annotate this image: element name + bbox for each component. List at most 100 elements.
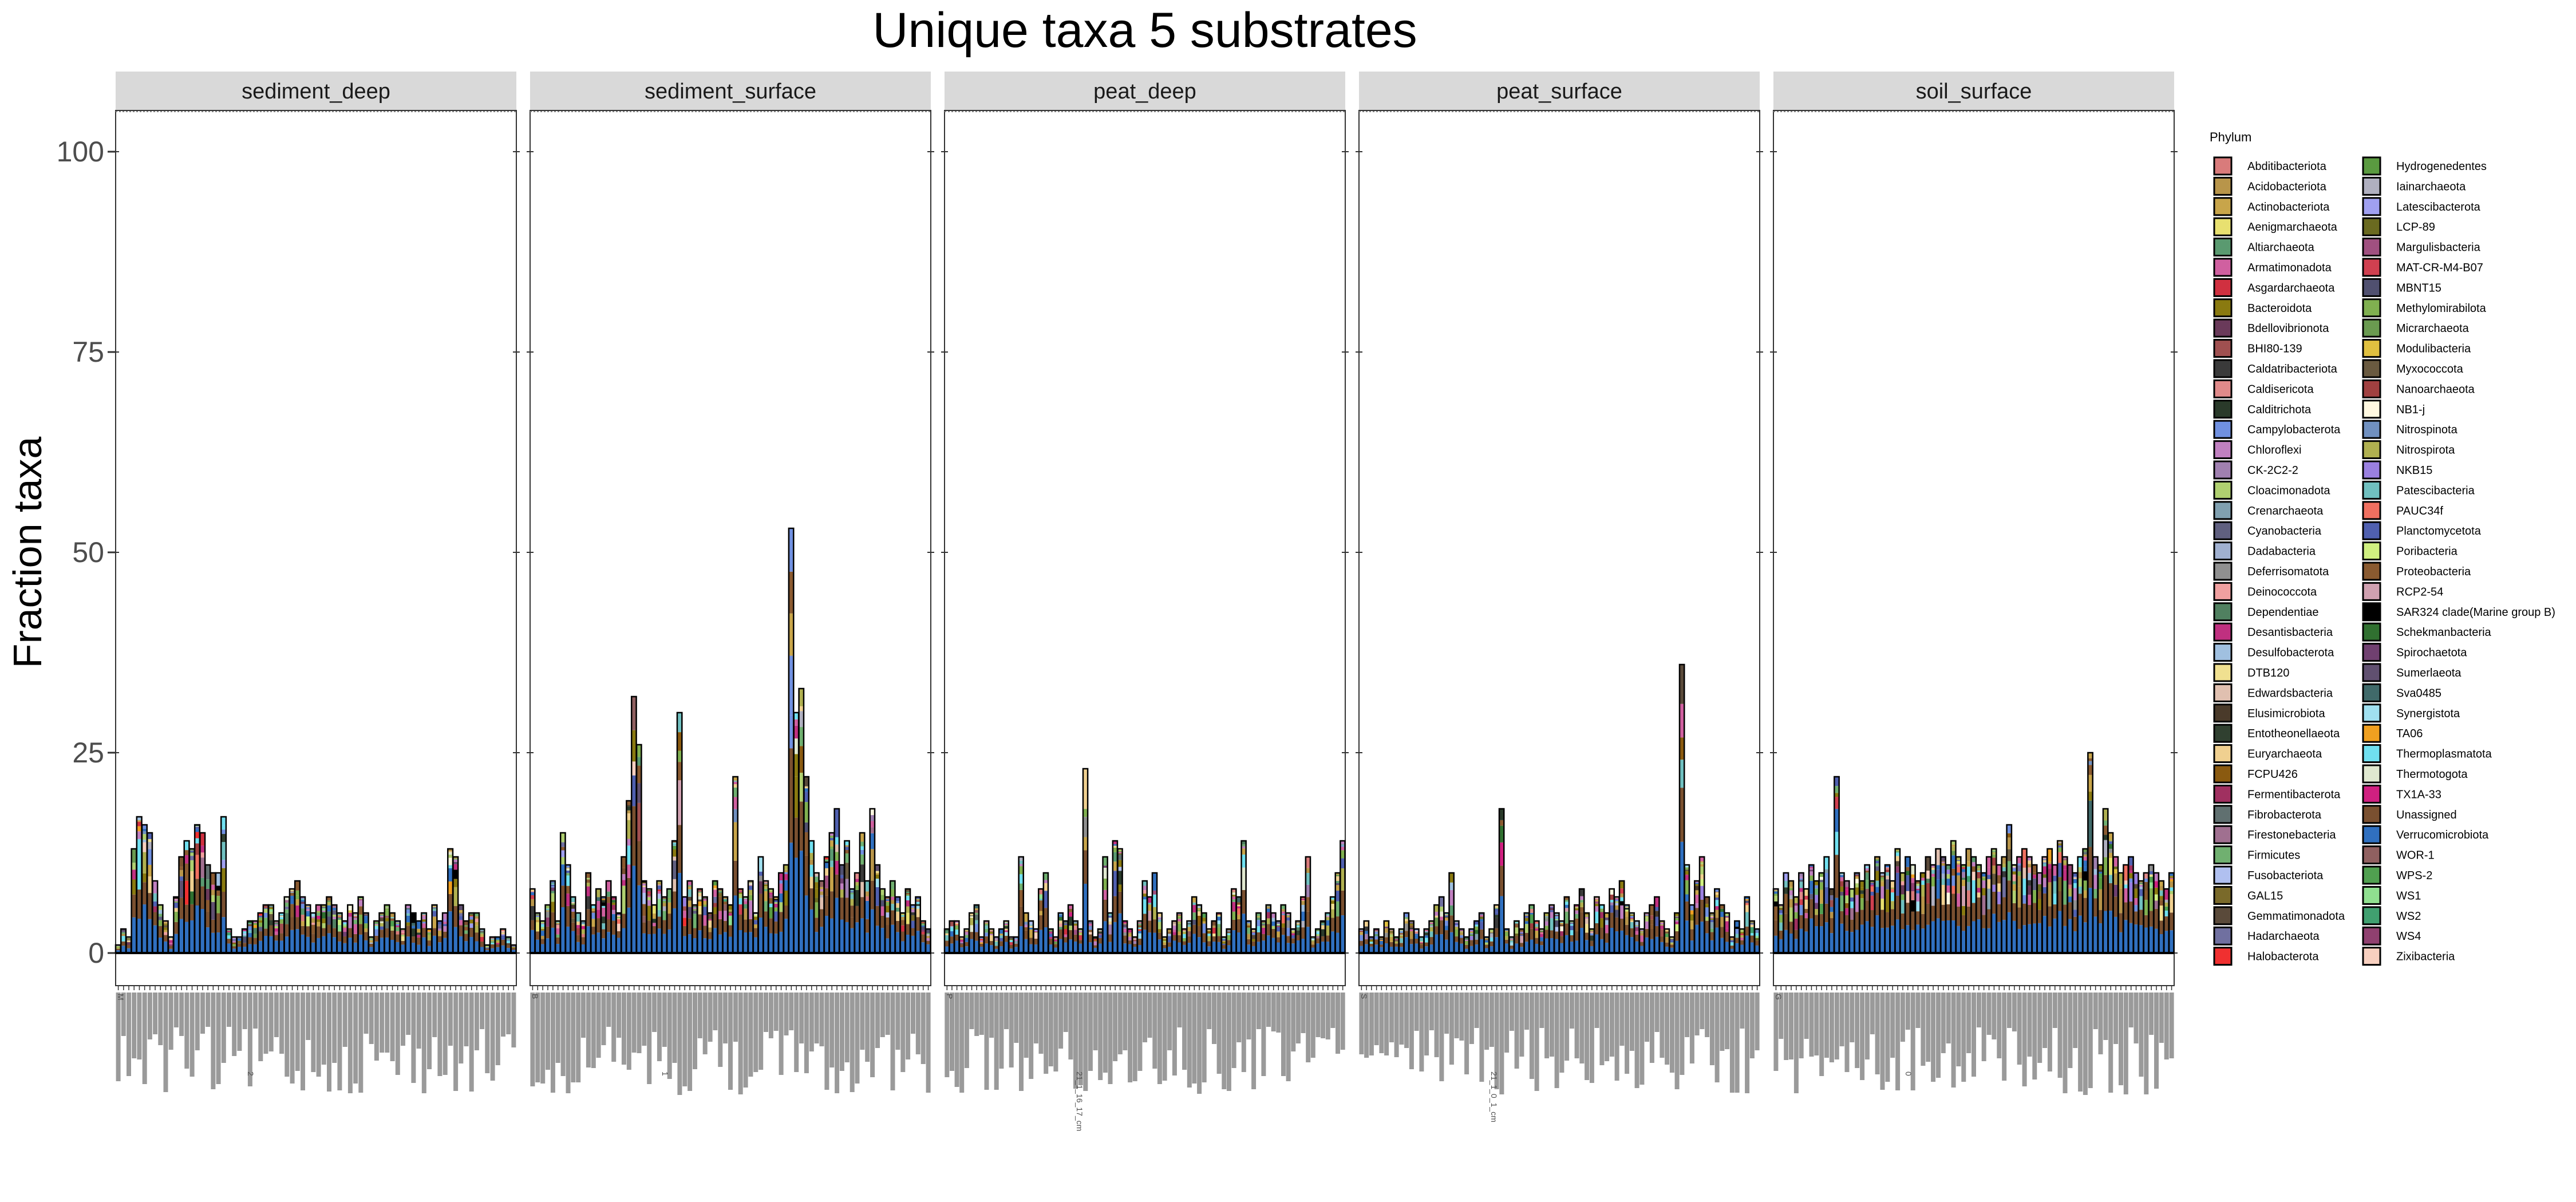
sample-label-glyphs <box>1689 993 1694 1063</box>
bar-segment-Actinobacteriota <box>667 902 672 914</box>
bar-segment-Chloroflexi <box>743 900 748 902</box>
sample-label-glyphs <box>824 993 829 1090</box>
sample-label-glyphs <box>358 993 364 1093</box>
sample-label-glyphs <box>728 993 733 1090</box>
bar-segment-Verrucomicrobiota <box>1809 918 1814 953</box>
bar-segment-Dadabacteria <box>1429 925 1434 927</box>
bar-segment-Unassigned <box>1514 935 1519 944</box>
bar-segment-Proteobacteria <box>560 847 566 851</box>
bar-segment-Patescibacteria <box>999 935 1004 938</box>
bar-segment-Chloroflexi <box>1941 861 1946 863</box>
bar-segment-Methylomirabilota <box>1177 923 1182 932</box>
bar-segment-Unassigned <box>1073 934 1078 942</box>
bar-segment-Verrucomicrobiota <box>596 932 601 953</box>
bar-segment-Armatimonadota <box>651 923 657 927</box>
bar-segment-Hydrogenedentes <box>1569 922 1574 923</box>
sample-label-glyphs <box>211 993 216 1089</box>
bar-segment-Patescibacteria <box>1884 872 1890 876</box>
bar-segment-Bacteroidota <box>611 902 617 905</box>
bar-segment-Verrucomicrobiota <box>1788 933 1793 953</box>
legend-swatch-Firmicutes <box>2213 845 2233 865</box>
bar-segment-Schekmanbacteria <box>1058 916 1063 921</box>
bar-segment-Verrucomicrobiota <box>1127 944 1132 953</box>
bar-segment-Patescibacteria <box>1509 940 1514 943</box>
bar-segment-Nitrospirota <box>1920 884 1926 897</box>
sample-label-glyphs <box>1971 993 1976 1077</box>
bar-segment-Verrucomicrobiota <box>1172 940 1177 953</box>
bar-segment-Unassigned <box>374 935 380 942</box>
bar-segment-Unassigned <box>1614 917 1619 932</box>
bar-segment-Verrucomicrobiota <box>236 939 242 941</box>
bar-segment-Unassigned <box>1216 936 1222 942</box>
bar-segment-Verrucomicrobiota <box>1684 894 1689 902</box>
bar-segment-Campylobacterota <box>469 917 474 920</box>
bar-segment-Euryarchaeota <box>1301 900 1306 902</box>
bar-segment-Verrucomicrobiota <box>1404 937 1409 953</box>
bar-segment-Verrucomicrobiota <box>1108 942 1113 953</box>
legend-label: Calditrichota <box>2247 404 2312 416</box>
bar-segment-Actinobacteriota <box>163 930 168 932</box>
bar-segment-Verrucomicrobiota <box>1384 943 1389 953</box>
bar-segment-Cloacimonadota <box>374 924 380 926</box>
bar-segment-Armatimonadota <box>793 719 799 726</box>
bar-segment-Unassigned <box>1394 943 1399 947</box>
bar-segment-BHI80-139 <box>949 921 954 927</box>
bar-segment-Planctomycetota <box>1221 939 1227 941</box>
bar-segment-TA06 <box>252 925 258 928</box>
sample-label-glyphs <box>401 993 405 1046</box>
bar-segment-Euryarchaeota <box>1082 802 1088 809</box>
sample-label-glyphs <box>1464 993 1469 1074</box>
bar-segment-Nitrospirota <box>1544 913 1549 917</box>
bar-segment-Verrucomicrobiota <box>1399 947 1404 953</box>
legend-swatch-Patescibacteria <box>2362 480 2381 500</box>
bar-segment-Verrucomicrobiota <box>895 932 900 953</box>
bar-segment-WS4 <box>1895 866 1901 873</box>
bar-segment-Campylobacterota <box>221 829 226 835</box>
sample-label-glyphs <box>184 993 189 1069</box>
bar-segment-Verrucomicrobiota <box>2006 912 2012 953</box>
bar-segment-Planctomycetota <box>2138 889 2144 896</box>
bar-segment-Proteobacteria <box>1996 875 2002 884</box>
bar-segment-Unassigned <box>1226 931 1231 934</box>
bar-segment-PAUC34f <box>1281 915 1286 924</box>
bar-segment-Unassigned <box>1192 924 1197 934</box>
bar-segment-Euryarchaeota <box>2042 860 2047 863</box>
bar-segment-Verrucomicrobiota <box>611 934 617 953</box>
bar-segment-DTB120 <box>1236 904 1242 907</box>
bar-segment-Unassigned <box>505 945 511 948</box>
bar-segment-NB1-j <box>448 857 453 865</box>
legend-swatch-Latescibacterota <box>2362 197 2381 216</box>
bar-segment-Verrucomicrobiota <box>2042 859 2047 860</box>
sample-label-glyphs <box>1266 993 1271 1027</box>
bar-segment-Hadarchaeota <box>2017 865 2022 872</box>
bar-segment-Desantisbacteria <box>1003 930 1009 932</box>
bar-segment-Deferrisomatota <box>2108 848 2113 853</box>
bar-segment-Chloroflexi <box>252 921 258 923</box>
bar-segment-Verrucomicrobiota <box>195 829 200 832</box>
bar-segment-Unassigned <box>1290 938 1296 944</box>
bar-segment-Desantisbacteria <box>1127 929 1132 933</box>
bar-segment-Dependentiae <box>535 914 540 915</box>
bar-segment-Entotheonellaeota <box>1295 930 1301 935</box>
bar-segment-Armatimonadota <box>1920 877 1926 881</box>
bar-segment-Verrucomicrobiota <box>495 937 500 940</box>
bar-segment-Bacteroidota <box>784 890 789 906</box>
bar-segment-Verrucomicrobiota <box>1028 944 1034 953</box>
bar-segment-Unassigned <box>2032 903 2037 924</box>
bar-segment-Actinobacteriota <box>136 820 142 822</box>
bar-segment-Planctomycetota <box>839 875 844 879</box>
sample-label-glyphs <box>945 993 950 1077</box>
bar-segment-Verrucomicrobiota <box>1196 937 1202 953</box>
bar-segment-Verrucomicrobiota <box>1849 932 1855 953</box>
bar-segment-Chloroflexi <box>347 916 353 928</box>
bar-segment-Nitrospirota <box>474 925 480 933</box>
bar-segment-Verrucomicrobiota <box>300 900 306 902</box>
bar-segment-Altiarchaeota <box>337 918 342 920</box>
sample-label-glyphs <box>1073 993 1078 1089</box>
bar-segment-Verrucomicrobiota <box>1639 946 1645 953</box>
bar-segment-Methylomirabilota <box>173 911 179 922</box>
bar-segment-Proteobacteria <box>591 911 596 913</box>
bar-segment-Sumerlaeota <box>179 880 184 898</box>
bar-segment-Verrucomicrobiota <box>834 897 840 953</box>
bar-segment-Unassigned <box>1579 912 1585 928</box>
